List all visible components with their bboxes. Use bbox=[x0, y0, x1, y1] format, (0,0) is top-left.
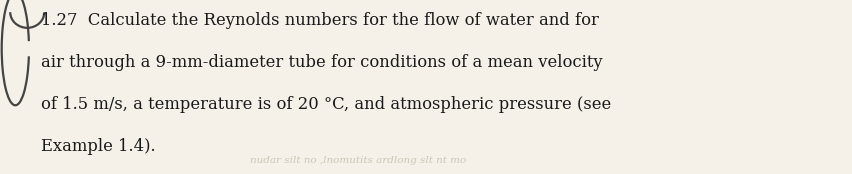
Text: Example 1.4).: Example 1.4). bbox=[41, 138, 156, 155]
Text: nudar silt no ,lnomutits ardlong slt nt mo: nudar silt no ,lnomutits ardlong slt nt … bbox=[250, 156, 466, 165]
Text: 1.27  Calculate the Reynolds numbers for the flow of water and for: 1.27 Calculate the Reynolds numbers for … bbox=[41, 12, 599, 29]
Text: air through a 9-mm-diameter tube for conditions of a mean velocity: air through a 9-mm-diameter tube for con… bbox=[41, 54, 602, 71]
Text: of 1.5 m/s, a temperature is of 20 °C, and atmospheric pressure (see: of 1.5 m/s, a temperature is of 20 °C, a… bbox=[41, 96, 611, 113]
